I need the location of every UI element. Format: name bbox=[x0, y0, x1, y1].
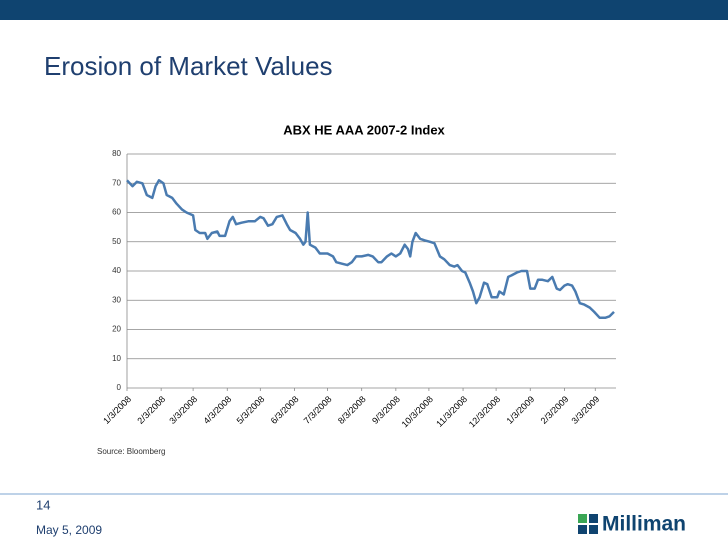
data-line bbox=[126, 179, 615, 320]
page-number: 14 bbox=[36, 497, 50, 512]
y-tick-label: 60 bbox=[112, 208, 121, 217]
slide-date: May 5, 2009 bbox=[36, 523, 102, 537]
source-note: Source: Bloomberg bbox=[97, 447, 165, 456]
chart-title: ABX HE AAA 2007-2 Index bbox=[283, 122, 445, 137]
logo-text: Milliman bbox=[602, 513, 686, 536]
y-tick-label: 30 bbox=[112, 295, 121, 304]
y-tick-label: 40 bbox=[112, 266, 121, 275]
slide-title: Erosion of Market Values bbox=[44, 51, 333, 81]
y-tick-label: 10 bbox=[112, 354, 121, 363]
y-tick-label: 50 bbox=[112, 237, 121, 246]
y-tick-label: 80 bbox=[112, 149, 121, 158]
logo-icon bbox=[578, 514, 598, 534]
top-band bbox=[0, 0, 728, 20]
y-tick-label: 70 bbox=[112, 178, 121, 187]
y-tick-label: 20 bbox=[112, 325, 121, 334]
y-tick-label: 0 bbox=[117, 383, 122, 392]
